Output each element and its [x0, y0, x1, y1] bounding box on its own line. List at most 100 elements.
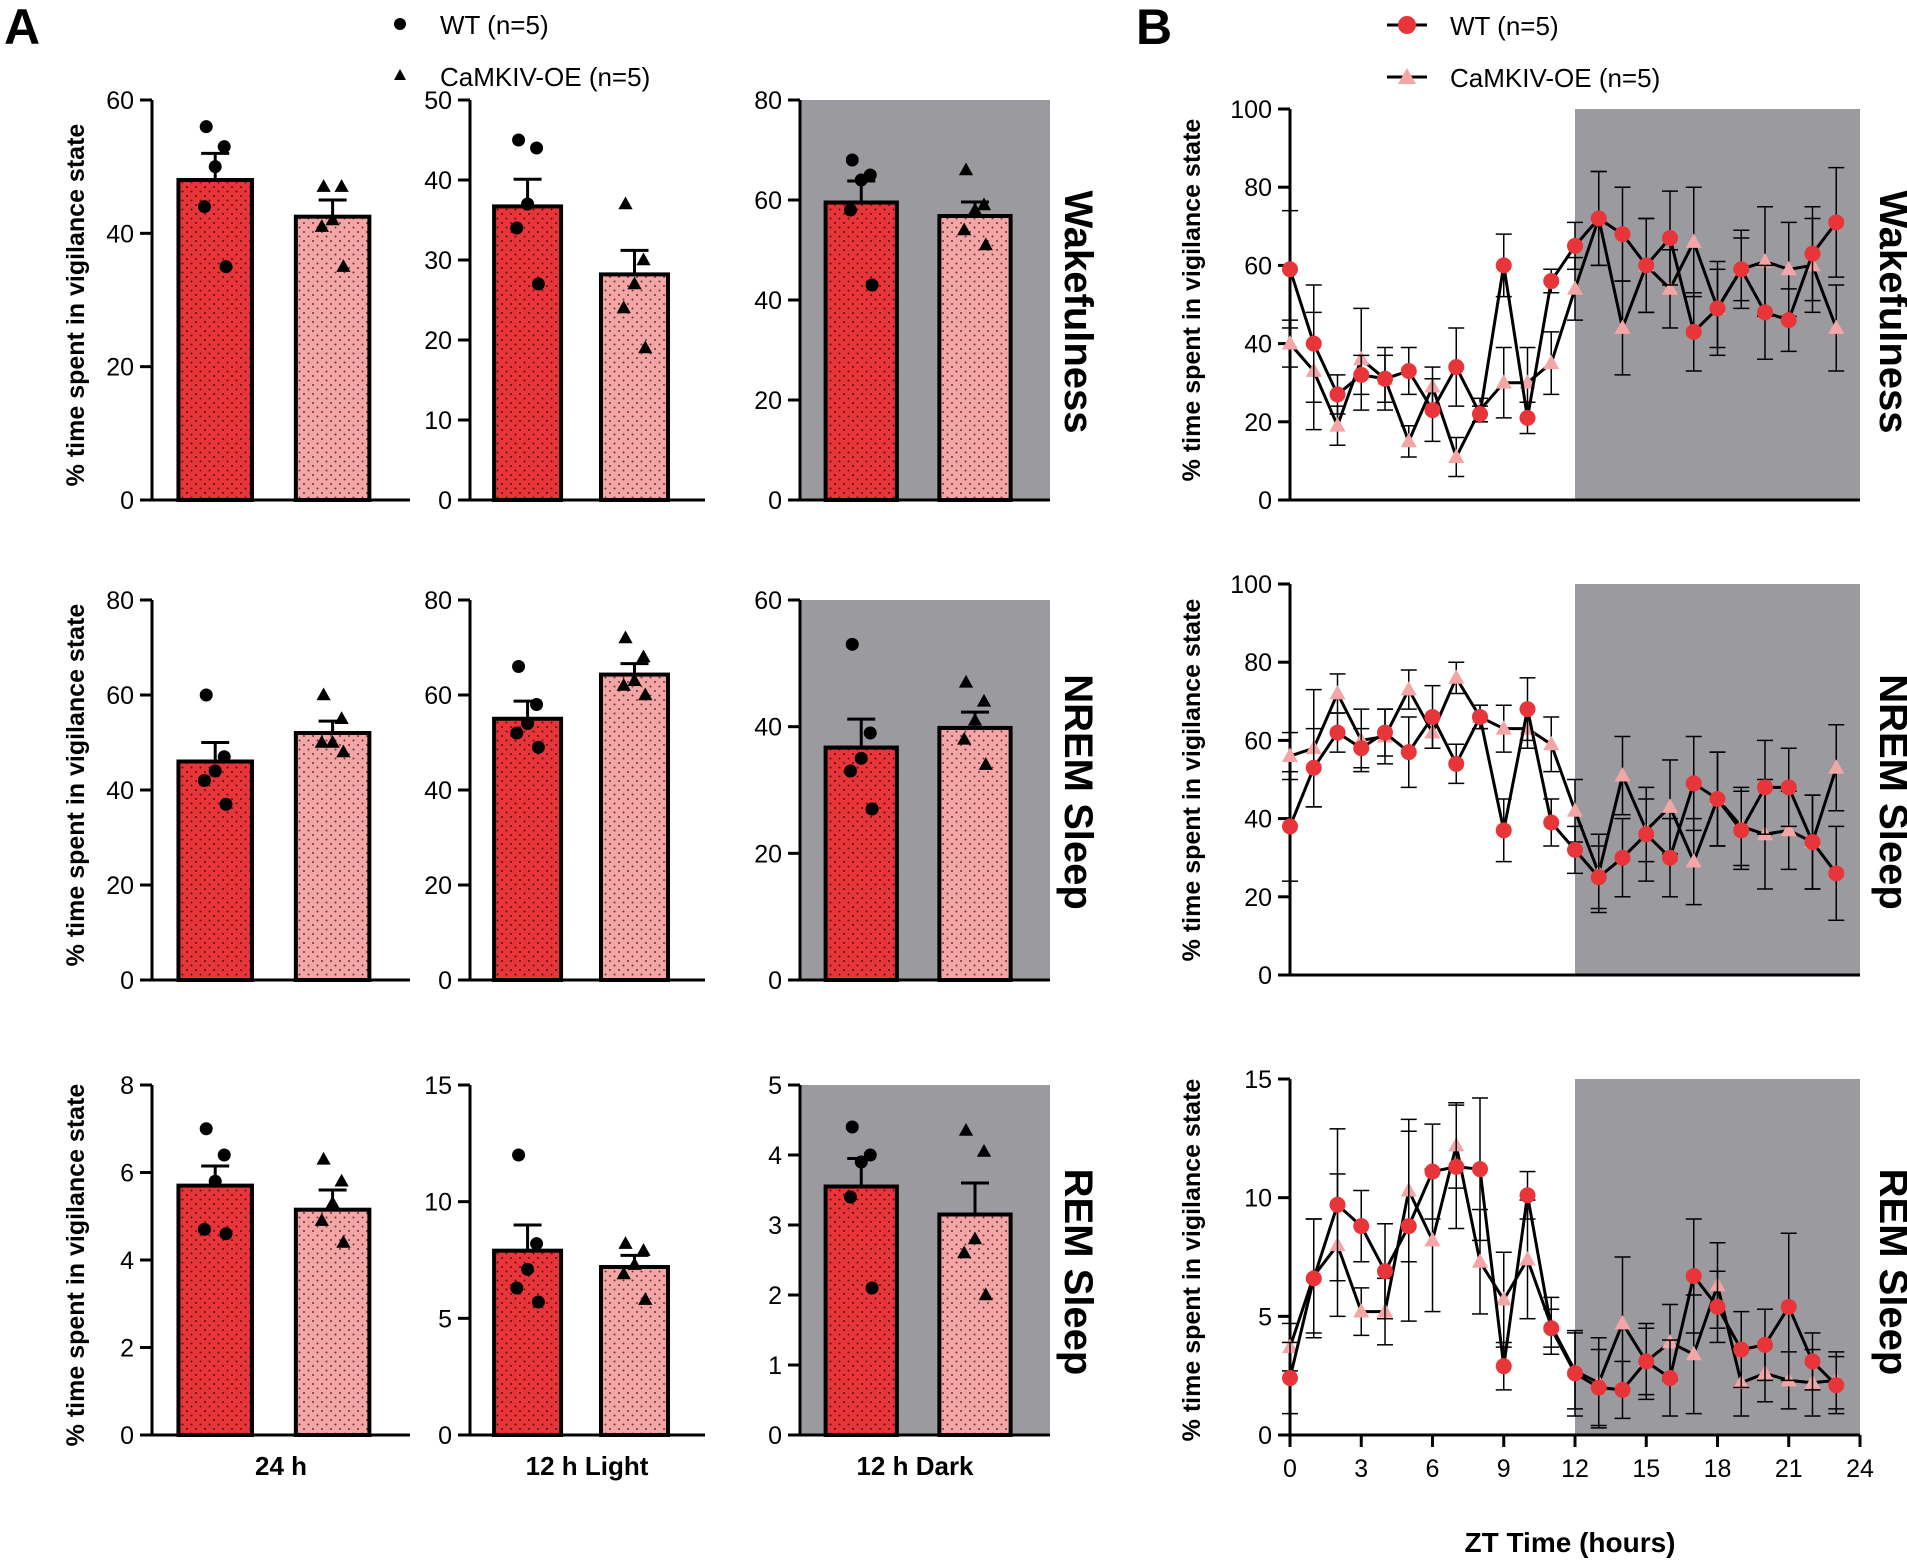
data-point-wt — [1448, 755, 1465, 772]
data-point-wt — [1638, 257, 1655, 274]
bar-wt — [176, 759, 254, 982]
data-point-wt — [1519, 409, 1536, 426]
y-tick-label: 15 — [1244, 1066, 1272, 1094]
data-point-oe — [638, 687, 653, 701]
data-point-oe — [334, 1173, 349, 1187]
data-point-wt — [531, 740, 545, 754]
data-point-oe — [334, 711, 349, 724]
xlabel-b: ZT Time (hours) — [1464, 1527, 1675, 1558]
data-point-wt — [1757, 304, 1773, 321]
row-label-wakefulness-a: Wakefulness — [1056, 190, 1100, 433]
x-tick-label: 0 — [1283, 1455, 1297, 1483]
data-point-wt — [1804, 1353, 1821, 1370]
data-point-wt — [1709, 300, 1726, 317]
data-point-oe — [1281, 747, 1299, 762]
data-point-wt — [510, 1281, 524, 1295]
data-point-oe — [618, 196, 633, 210]
data-point-wt — [1662, 849, 1678, 866]
data-point-oe — [314, 1213, 329, 1226]
y-tick-label: 40 — [424, 167, 452, 195]
data-point-wt — [1377, 1263, 1393, 1280]
y-tick-label: 0 — [1258, 487, 1272, 515]
data-point-wt — [1519, 701, 1536, 718]
data-point-oe — [1495, 720, 1512, 735]
bar-wt — [823, 745, 899, 982]
data-point-oe — [1424, 1231, 1441, 1247]
bar-oe — [937, 214, 1013, 502]
bar-chart-a-0-1: 0 10 20 30 40 50 — [424, 87, 705, 515]
y-tick-label: 0 — [1258, 962, 1272, 990]
ylabel-b-nrem: % time spent in vigilance state — [1178, 599, 1206, 962]
data-point-wt — [1685, 1267, 1702, 1284]
data-point-oe — [314, 735, 329, 748]
data-point-wt — [512, 660, 526, 673]
y-tick-label: 0 — [768, 487, 782, 515]
data-point-oe — [957, 731, 972, 745]
y-tick-label: 80 — [106, 587, 134, 615]
y-tick-label: 0 — [120, 487, 134, 515]
panel-b-letter: B — [1136, 0, 1172, 55]
data-point-wt — [843, 203, 857, 217]
plots-layer: 0204060010203040500204060800204060800204… — [106, 87, 1874, 1483]
x-tick-label: 24 — [1846, 1455, 1874, 1483]
x-tick-label: 15 — [1632, 1455, 1660, 1483]
column-label-24h: 24 h — [255, 1451, 307, 1481]
y-tick-label: 4 — [768, 1142, 782, 1170]
data-point-wt — [1377, 724, 1393, 741]
y-tick-label: 80 — [1244, 174, 1272, 202]
data-point-oe — [616, 678, 631, 691]
line-chart-b-0: 0 20 40 60 80 100 — [1230, 96, 1860, 515]
data-point-wt — [1329, 1196, 1346, 1213]
data-point-oe — [1614, 767, 1631, 782]
data-point-oe — [978, 237, 993, 251]
data-point-wt — [1567, 1365, 1583, 1382]
column-label-12h-light: 12 h Light — [526, 1451, 649, 1481]
bar-wt — [176, 1183, 254, 1437]
y-tick-label: 40 — [1244, 331, 1272, 359]
data-point-wt — [217, 750, 231, 764]
data-point-wt — [510, 221, 524, 235]
data-point-wt — [1804, 834, 1821, 851]
y-tick-label: 0 — [768, 1422, 782, 1450]
y-tick-label: 20 — [424, 327, 452, 355]
data-point-wt — [197, 774, 211, 787]
data-point-oe — [1685, 853, 1702, 868]
row-label-wakefulness-b: Wakefulness — [1871, 190, 1907, 433]
data-point-oe — [636, 649, 651, 663]
data-point-wt — [1662, 230, 1678, 247]
data-point-wt — [1590, 1379, 1607, 1396]
data-point-oe — [638, 1292, 653, 1305]
data-point-oe — [1400, 681, 1417, 696]
data-point-wt — [1828, 1377, 1845, 1394]
bar-wt — [492, 716, 564, 982]
data-point-wt — [1472, 1161, 1488, 1178]
y-tick-label: 60 — [754, 587, 782, 615]
y-tick-label: 20 — [106, 354, 134, 382]
data-point-oe — [627, 1257, 642, 1270]
y-tick-label: 40 — [106, 220, 134, 248]
data-point-wt — [1614, 849, 1631, 866]
ylabel-a-rem: % time spent in vigilance state — [62, 1084, 90, 1447]
bar-wt — [492, 1248, 564, 1437]
data-point-oe — [638, 340, 653, 354]
data-point-wt — [854, 1155, 868, 1169]
data-point-oe — [618, 630, 633, 644]
y-tick-label: 60 — [424, 682, 452, 710]
data-point-wt — [521, 717, 535, 730]
data-point-wt — [1424, 402, 1441, 419]
data-point-oe — [1661, 798, 1679, 813]
data-point-wt — [865, 278, 879, 292]
data-point-oe — [334, 179, 349, 192]
bar-chart-a-1-1: 0 20 40 60 80 — [424, 587, 705, 995]
data-point-wt — [208, 1174, 222, 1188]
data-point-oe — [325, 1195, 340, 1209]
data-point-wt — [199, 1122, 213, 1136]
x-tick-label: 6 — [1426, 1455, 1440, 1483]
ylabel-b-rem: % time spent in vigilance state — [1178, 1079, 1206, 1442]
data-point-oe — [1685, 1345, 1702, 1361]
y-tick-label: 6 — [120, 1160, 134, 1188]
data-point-wt — [1614, 1381, 1631, 1398]
data-point-oe — [1543, 735, 1560, 751]
data-point-oe — [958, 674, 974, 688]
y-tick-label: 0 — [438, 487, 452, 515]
